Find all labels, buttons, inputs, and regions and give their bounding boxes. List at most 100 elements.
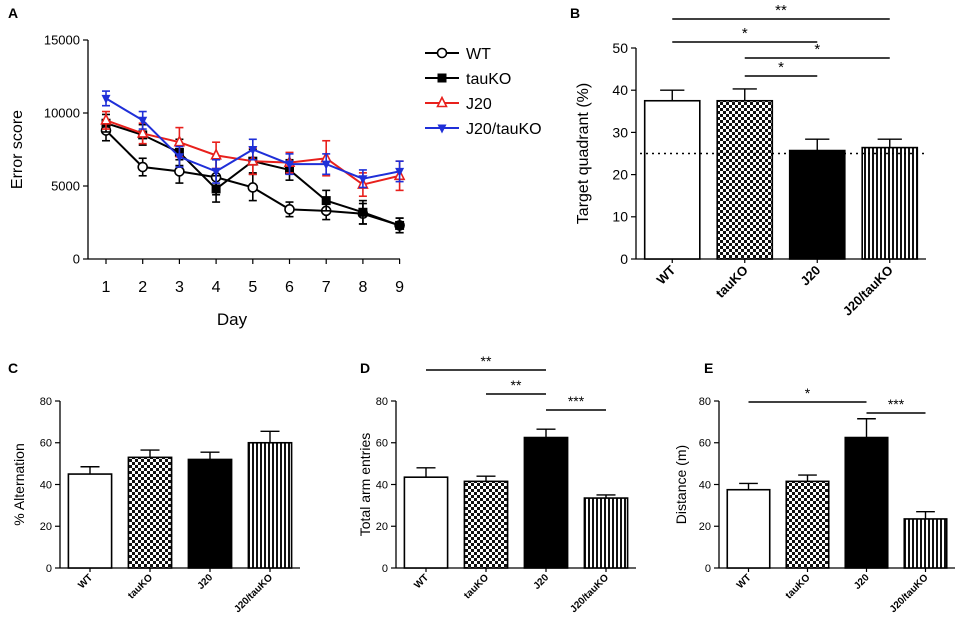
marker-filled-triangle-down [321, 160, 331, 170]
bar [127, 456, 173, 569]
y-tick-label: 15000 [44, 33, 80, 48]
marker-open-triangle [136, 126, 149, 138]
legend-item: tauKO [425, 71, 511, 88]
panel-letter: C [8, 360, 18, 376]
x-tick-label: 2 [138, 279, 147, 296]
y-tick-label: 20 [699, 521, 711, 533]
panel-letter: D [360, 360, 370, 376]
bar [726, 488, 771, 569]
marker-filled-triangle-down [358, 175, 368, 185]
y-tick-label: 0 [73, 252, 80, 267]
legend-item: J20/tauKO [425, 121, 542, 138]
significance-label: *** [888, 396, 905, 412]
bar-group [187, 451, 233, 569]
y-axis-label: Error score [9, 110, 26, 189]
marker-filled-triangle-down [285, 160, 294, 170]
x-tick-label: 3 [175, 279, 184, 296]
bar [643, 99, 701, 260]
marker-open-triangle [436, 95, 448, 108]
category-label: WT [412, 572, 431, 591]
x-tick-label: 9 [395, 279, 404, 296]
significance-label: * [805, 385, 811, 401]
bar-group [716, 88, 774, 260]
legend-label: WT [466, 46, 491, 63]
bar-group [403, 467, 449, 569]
bar-group [247, 430, 293, 569]
panel-letter: E [704, 360, 713, 376]
panel-c: C 0 20 40 60 80 % Alternation WT tauKO J20 J20/tau… [8, 360, 300, 615]
bar [583, 497, 629, 569]
x-tick-label: 4 [212, 279, 221, 296]
category-label: J20 [852, 572, 872, 592]
marker-filled-triangle-down [101, 94, 111, 104]
bar-group [67, 466, 113, 569]
bar [463, 480, 509, 569]
category-label: J20 [196, 572, 216, 592]
x-tick-label: 6 [285, 279, 294, 296]
category-label: tauKO [713, 263, 751, 301]
y-tick-label: 10 [612, 209, 628, 225]
y-tick-label: 60 [40, 438, 52, 450]
bar [187, 458, 233, 569]
bar-group [726, 482, 771, 569]
marker-filled-triangle-down [211, 167, 221, 177]
bar [523, 436, 569, 569]
y-axis-label: Total arm entries [357, 433, 373, 536]
significance-label: * [814, 41, 820, 58]
y-tick-label: 40 [40, 479, 52, 491]
bar [788, 149, 846, 260]
bar-group [788, 138, 846, 260]
category-label: J20 [532, 572, 552, 592]
significance-label: ** [511, 377, 522, 393]
category-label: tauKO [126, 572, 155, 601]
category-label: tauKO [462, 572, 491, 601]
bar [903, 518, 948, 569]
x-tick-label: 5 [248, 279, 257, 296]
y-axis-label: % Alternation [11, 443, 27, 526]
marker-filled-triangle-down [248, 146, 258, 155]
x-tick-label: 1 [102, 279, 111, 296]
bar [785, 480, 830, 569]
legend-label: J20/tauKO [466, 121, 542, 138]
marker-open-triangle [100, 113, 112, 125]
bar-group [643, 89, 701, 260]
significance-label: * [742, 25, 748, 42]
y-tick-label: 80 [40, 396, 52, 408]
y-tick-label: 20 [612, 167, 628, 183]
y-axis-label: Target quadrant (%) [575, 83, 592, 224]
x-tick-label: 8 [358, 279, 367, 296]
y-tick-label: 20 [40, 521, 52, 533]
series-j20-tauko [101, 90, 405, 189]
significance-label: ** [481, 353, 492, 369]
y-tick-label: 30 [612, 124, 628, 140]
panel-a: A 0 5000 10000 15000 Error score 1 2 3 4 5 6 7 8 9 Day W… [8, 5, 542, 329]
bar-group [523, 428, 569, 569]
y-tick-label: 0 [705, 563, 711, 575]
significance-label: *** [568, 393, 585, 409]
y-tick-label: 50 [612, 40, 628, 56]
category-label: WT [735, 572, 754, 591]
bar-group [844, 418, 889, 569]
bar [716, 99, 774, 260]
marker-filled-triangle-down [395, 167, 405, 177]
y-tick-label: 40 [612, 82, 628, 98]
marker-open-circle [247, 182, 259, 193]
bar [403, 476, 449, 569]
category-label: J20 [797, 263, 823, 289]
marker-filled-triangle-down [174, 153, 184, 163]
category-label: J20/tauKO [888, 572, 931, 615]
bar [861, 146, 919, 260]
panel-e: E 0 20 40 60 80 Distance (m) WT tauKO J20 J20/tauK… [673, 360, 955, 615]
marker-open-circle [174, 166, 185, 177]
bar-group [463, 475, 509, 569]
significance-label: * [778, 59, 784, 76]
y-tick-label: 10000 [44, 106, 80, 121]
panel-letter: A [8, 5, 18, 21]
bar-group [903, 510, 948, 569]
significance-label: ** [775, 2, 787, 19]
legend-item: WT [425, 46, 491, 63]
panel-d: D 0 20 40 60 80 Total arm entries WT tauKO J20 J20… [357, 353, 636, 615]
marker-open-circle [436, 47, 448, 59]
bar-group [785, 474, 830, 569]
